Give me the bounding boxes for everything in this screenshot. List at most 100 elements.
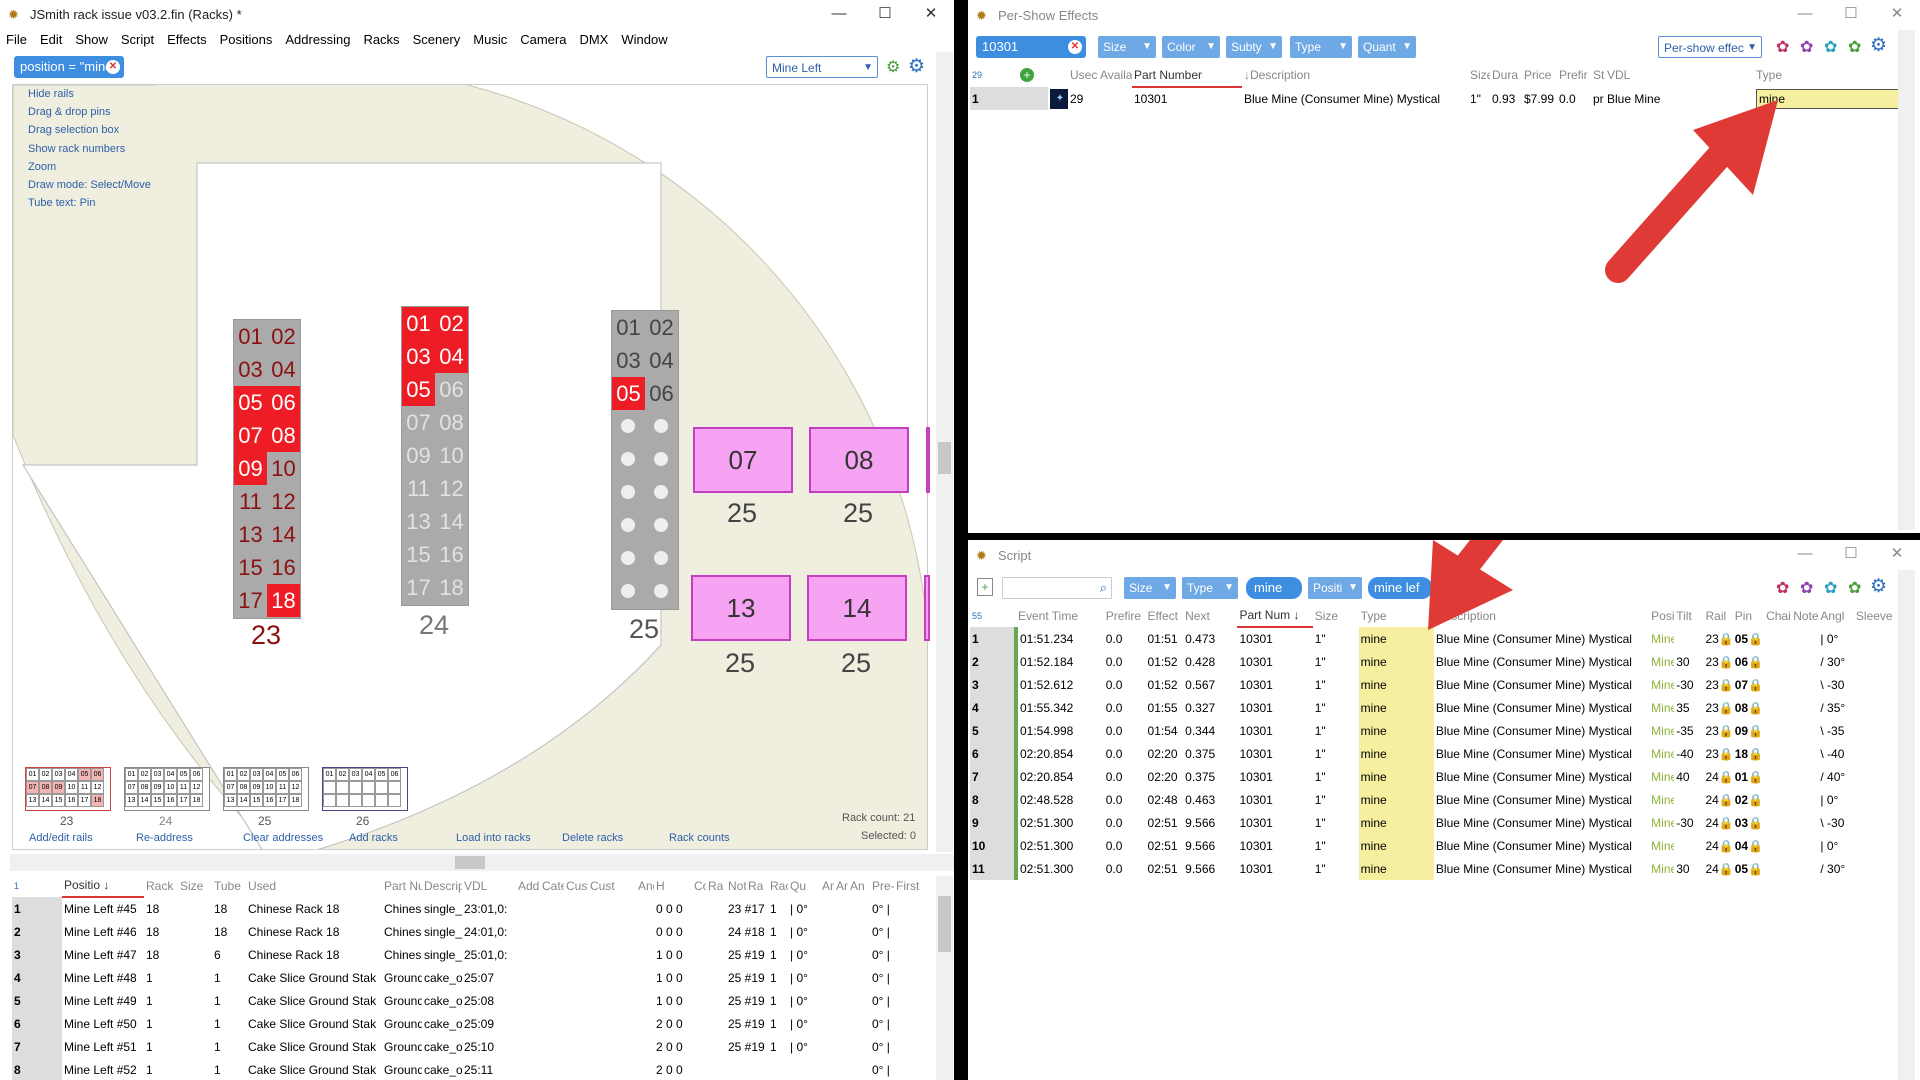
- col-header[interactable]: H: [656, 878, 665, 893]
- col-header[interactable]: Chai: [1766, 608, 1791, 623]
- maximize-button[interactable]: ☐: [1844, 545, 1858, 562]
- settings-gear-icon[interactable]: ⚙: [1870, 35, 1888, 56]
- col-header[interactable]: Ra: [708, 878, 724, 893]
- menu-item[interactable]: Music: [473, 31, 508, 47]
- effect-tool-icon[interactable]: ✿: [1776, 580, 1790, 597]
- pin[interactable]: 10: [271, 456, 296, 481]
- table-row[interactable]: 8 02:48.528 0.0 02:48 0.463 10301 1" mine Blue M…: [970, 788, 1900, 811]
- col-header[interactable]: Posi: [1651, 608, 1675, 623]
- pin[interactable]: 05: [612, 377, 645, 410]
- canvas-scrollbar-v[interactable]: [936, 52, 953, 852]
- col-header[interactable]: An: [836, 878, 848, 893]
- canvas-option-link[interactable]: Draw mode: Select/Move: [28, 178, 151, 191]
- col-header[interactable]: VDL: [464, 878, 488, 893]
- col-header[interactable]: Type: [1756, 68, 1783, 82]
- col-header[interactable]: Dura: [1492, 68, 1519, 82]
- table-row[interactable]: 1 01:51.234 0.0 01:51 0.473 10301 1" mine Blue M…: [970, 627, 1900, 650]
- clear-search-icon[interactable]: ✕: [1068, 40, 1082, 54]
- col-header[interactable]: Sleeve: [1855, 608, 1893, 623]
- table-row[interactable]: 3 01:52.612 0.0 01:52 0.567 10301 1" mine Blue M…: [970, 673, 1900, 696]
- col-header[interactable]: First: [896, 878, 920, 893]
- pin[interactable]: 06: [439, 377, 464, 402]
- col-header[interactable]: St: [1593, 68, 1605, 82]
- type-mine-pill[interactable]: mine: [1246, 577, 1302, 599]
- close-button[interactable]: ✕: [1890, 5, 1904, 22]
- effects-filter[interactable]: Size: [1098, 36, 1156, 58]
- col-header[interactable]: Ra: [748, 878, 764, 893]
- pin[interactable]: 09: [234, 452, 267, 485]
- rack-counts-link[interactable]: Rack counts: [669, 832, 730, 844]
- col-header[interactable]: Part Number: [384, 878, 422, 893]
- add-effect-icon[interactable]: ⚙: [886, 59, 901, 76]
- col-header[interactable]: Cust: [566, 878, 588, 893]
- cake-tube[interactable]: 08: [809, 427, 909, 493]
- add-icon[interactable]: +: [1020, 68, 1034, 82]
- menu-item[interactable]: Scenery: [412, 31, 461, 47]
- pin[interactable]: 11: [407, 476, 430, 501]
- effects-search-pill[interactable]: 10301 ✕: [976, 36, 1086, 58]
- col-header[interactable]: Angle: [638, 878, 654, 893]
- position-filter[interactable]: Positi: [1308, 577, 1362, 599]
- pin[interactable]: 11: [239, 489, 262, 514]
- col-header[interactable]: VDL: [1607, 68, 1631, 82]
- new-script-icon[interactable]: +: [977, 578, 993, 596]
- table-row[interactable]: 10 02:51.300 0.0 02:51 9.566 10301 1" mine Blue …: [970, 834, 1900, 857]
- effects-filter[interactable]: Type: [1290, 36, 1352, 58]
- pin[interactable]: 02: [649, 315, 674, 340]
- maximize-button[interactable]: ☐: [1844, 5, 1858, 22]
- col-header[interactable]: Note: [728, 878, 746, 893]
- rack-24[interactable]: 01 02 03 04 05 06 07 08 09 10 11 12 13 14 15 16 …: [401, 306, 469, 606]
- table-row[interactable]: 9 02:51.300 0.0 02:51 9.566 10301 1" mine Blue M…: [970, 811, 1900, 834]
- col-header[interactable]: Tilt: [1676, 608, 1692, 623]
- canvas-option-link[interactable]: Zoom: [28, 160, 57, 173]
- menu-item[interactable]: Show: [75, 31, 108, 47]
- col-header[interactable]: Type: [1360, 608, 1387, 623]
- menu-item[interactable]: Window: [621, 31, 668, 47]
- delete-racks-link[interactable]: Delete racks: [562, 832, 624, 844]
- table-row[interactable]: 5 01:54.998 0.0 01:54 0.344 10301 1" mine Blue M…: [970, 719, 1900, 742]
- pin[interactable]: 17: [406, 575, 431, 600]
- menu-item[interactable]: Positions: [219, 31, 273, 47]
- col-header[interactable]: Pin: [1734, 608, 1753, 623]
- size-filter[interactable]: Size: [1124, 577, 1176, 599]
- col-header[interactable]: Rail: [1705, 608, 1727, 623]
- col-header[interactable]: Size: [1470, 68, 1490, 82]
- pin[interactable]: 17: [238, 588, 263, 613]
- pin[interactable]: 08: [439, 410, 464, 435]
- col-header[interactable]: Cust: [590, 878, 615, 893]
- col-header[interactable]: Rack: [146, 878, 174, 893]
- col-header[interactable]: Part Number: [1132, 63, 1242, 88]
- mini-rack-25[interactable]: 01 02 03 04 05 06 07 08 09 10 11 12 13 14 15 16 17 18: [223, 767, 309, 811]
- col-header[interactable]: Angl: [1820, 608, 1845, 623]
- pin[interactable]: 14: [271, 522, 296, 547]
- pin[interactable]: 16: [439, 542, 464, 567]
- col-header[interactable]: Prefire: [1105, 608, 1142, 623]
- col-header[interactable]: Angl: [822, 878, 834, 893]
- table-row[interactable]: 1 ✦ 29 10301 Blue Mine (Consumer Mine) M…: [970, 87, 1900, 110]
- menu-item[interactable]: Edit: [39, 31, 63, 47]
- col-header[interactable]: Rac: [770, 878, 788, 893]
- menu-item[interactable]: Racks: [363, 31, 400, 47]
- col-header[interactable]: Descrip: [424, 878, 462, 893]
- col-header[interactable]: ↓Description: [1242, 63, 1468, 87]
- col-header[interactable]: Size: [1314, 608, 1339, 623]
- pin[interactable]: 12: [439, 476, 464, 501]
- col-header[interactable]: Usec: [1070, 68, 1098, 82]
- pin[interactable]: 03: [402, 340, 435, 373]
- pin[interactable]: 03: [616, 348, 641, 373]
- rack-25[interactable]: 01 02 03 04 05 06: [611, 310, 679, 610]
- mini-rack-23[interactable]: 01 02 03 04 05 06 07 08 09 10 11 12 13 14 15 16 17 18: [25, 767, 111, 811]
- clear-addresses-link[interactable]: Clear addresses: [243, 832, 324, 844]
- col-header[interactable]: Event Time: [1017, 608, 1078, 623]
- pin[interactable]: 15: [406, 542, 431, 567]
- pin[interactable]: 07: [406, 410, 431, 435]
- col-header[interactable]: Address: [518, 878, 540, 893]
- menu-item[interactable]: File: [6, 31, 27, 47]
- position-filter-pill[interactable]: position = "mine ✕: [14, 56, 124, 78]
- col-header[interactable]: Pre-: [872, 878, 894, 893]
- cake-tube[interactable]: 14: [807, 575, 907, 641]
- table-row[interactable]: 4 01:55.342 0.0 01:55 0.327 10301 1" mine Blue M…: [970, 696, 1900, 719]
- pin[interactable]: 01: [616, 315, 641, 340]
- effect-tool-icon[interactable]: ✿: [1848, 580, 1862, 597]
- settings-gear-icon[interactable]: ⚙: [1870, 576, 1888, 597]
